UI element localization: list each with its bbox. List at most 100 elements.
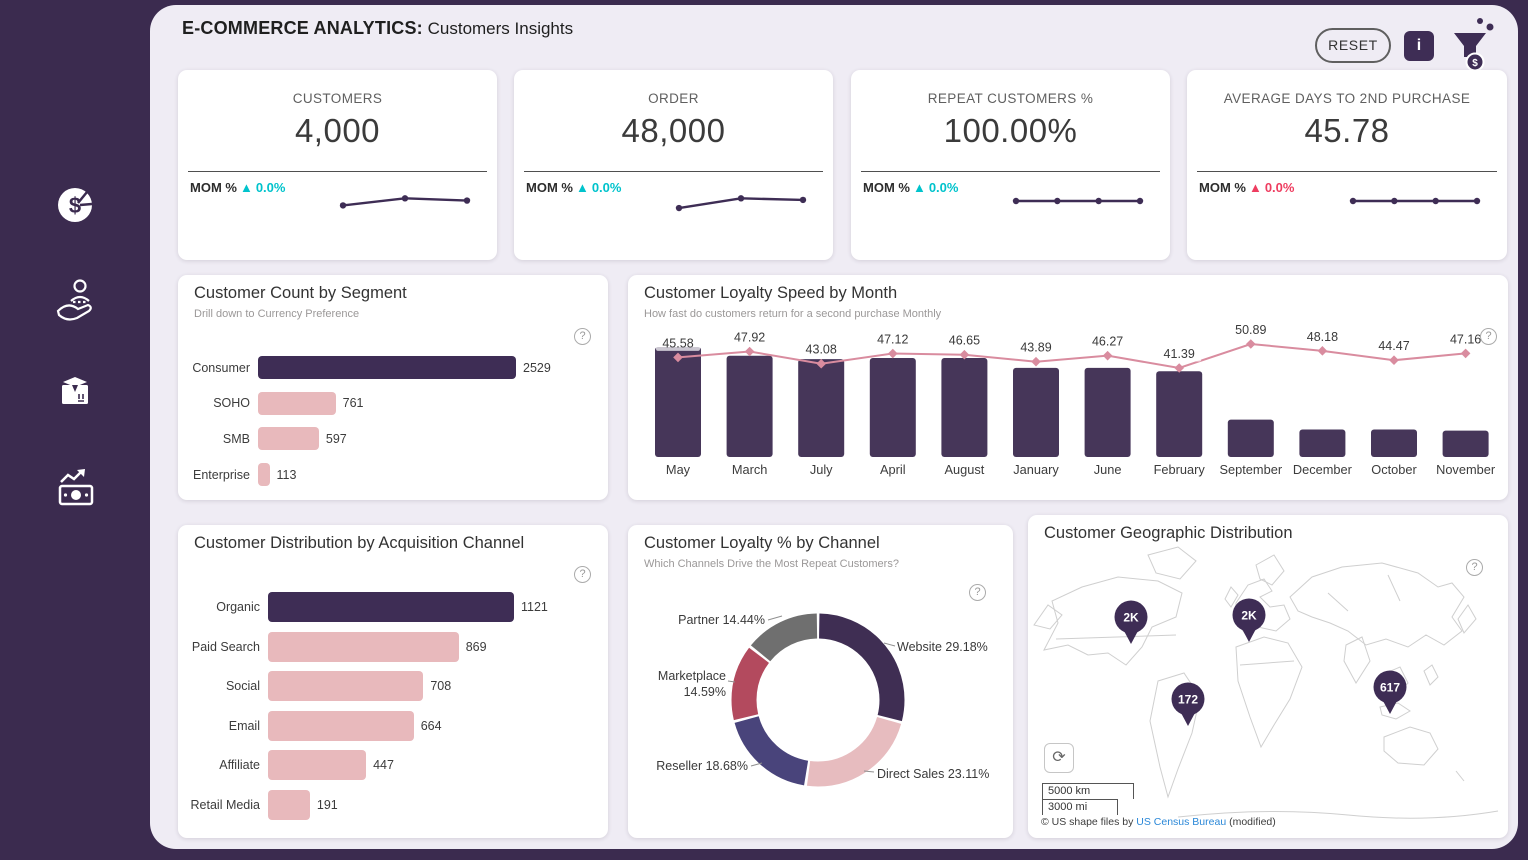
svg-text:48.18: 48.18 <box>1307 330 1338 344</box>
chart-subtitle: Drill down to Currency Preference <box>194 308 360 320</box>
bar[interactable] <box>268 631 459 662</box>
bar[interactable] <box>268 710 414 741</box>
bar[interactable] <box>268 750 367 781</box>
bar[interactable] <box>268 592 514 622</box>
svg-text:May: May <box>666 462 691 477</box>
funnel-filter-icon[interactable]: $ <box>1450 15 1496 72</box>
kpi-value: 100.00% <box>943 112 1078 149</box>
segment-bars[interactable]: Consumer 2529 SOHO 761 SMB 597 Enterprise 113 <box>178 275 608 500</box>
map-pin-europe[interactable]: 2K <box>1232 598 1266 643</box>
kpi-card-orders[interactable]: ORDER 48,000 MOM % ▲ 0.0% <box>514 70 833 260</box>
donut-label-reseller: Reseller 18.68% <box>656 759 748 773</box>
map-pin-north-america[interactable]: 2K <box>1114 600 1148 645</box>
chart-title: Customer Geographic Distribution <box>1044 524 1293 542</box>
kpi-value: 45.78 <box>1304 112 1390 149</box>
donut-label-direct-sales: Direct Sales 23.11% <box>877 767 990 781</box>
kpi-card-avg-days-2nd-purchase[interactable]: AVERAGE DAYS TO 2ND PURCHASE 45.78 MOM %… <box>1187 70 1507 260</box>
svg-text:July: July <box>810 462 833 477</box>
kpi-delta-value: 0.0% <box>591 180 622 195</box>
bar[interactable] <box>258 463 270 487</box>
bar[interactable] <box>258 356 516 379</box>
bar[interactable] <box>258 391 336 415</box>
donut-chart[interactable] <box>628 525 1013 838</box>
page-title: E-COMMERCE ANALYTICS: Customers Insights <box>182 18 573 39</box>
cash-growth-icon[interactable] <box>47 459 103 515</box>
value-label: 447 <box>373 758 394 773</box>
map-scale-km: 5000 km <box>1042 783 1134 799</box>
kpi-title: REPEAT CUSTOMERS % <box>927 91 1094 106</box>
bar[interactable] <box>268 790 310 820</box>
svg-text:April: April <box>880 462 906 477</box>
value-label: 2529 <box>523 360 551 375</box>
package-icon[interactable] <box>47 364 103 420</box>
kpi-delta-value: 0.0% <box>928 180 959 195</box>
bar-row-affiliate[interactable]: Affiliate 447 <box>178 750 608 781</box>
bar-row-enterprise[interactable]: Enterprise 113 <box>178 463 608 487</box>
reset-button[interactable]: RESET <box>1315 28 1391 63</box>
acquisition-chart-card: Customer Distribution by Acquisition Cha… <box>178 525 608 838</box>
kpi-sparkline <box>675 195 807 212</box>
acquisition-bars[interactable]: Organic 1121 Paid Search 869 Social 708 Email 6… <box>178 525 608 838</box>
svg-text:2K: 2K <box>1123 611 1139 625</box>
chart-title: Customer Loyalty Speed by Month <box>644 284 898 302</box>
map-pin-southeast-asia[interactable]: 617 <box>1373 670 1407 715</box>
bar-row-retail-media[interactable]: Retail Media 191 <box>178 790 608 820</box>
help-icon[interactable]: ? <box>969 584 986 601</box>
customer-care-icon[interactable] <box>47 271 103 327</box>
kpi-sparkline <box>339 195 471 209</box>
world-map[interactable]: 2K 2K 172 617 <box>1028 515 1508 838</box>
category-label: Affiliate <box>219 758 260 773</box>
chart-subtitle: How fast do customers return for a secon… <box>644 308 942 320</box>
svg-text:$: $ <box>69 193 81 218</box>
info-button[interactable]: i <box>1404 31 1434 61</box>
category-label: Enterprise <box>193 467 250 482</box>
svg-text:172: 172 <box>1178 693 1198 707</box>
value-label: 1121 <box>521 600 548 614</box>
bar-row-organic[interactable]: Organic 1121 <box>178 592 608 622</box>
bar-row-email[interactable]: Email 664 <box>178 710 608 741</box>
kpi-title: ORDER <box>648 91 699 106</box>
bar-row-smb[interactable]: SMB 597 <box>178 427 608 451</box>
help-icon[interactable]: ? <box>574 328 591 345</box>
category-label: Social <box>225 679 260 694</box>
map-scale-mi: 3000 mi <box>1042 799 1118 815</box>
dollar-coin-icon[interactable]: $ <box>47 177 103 233</box>
map-refresh-button[interactable]: ⟳ <box>1044 743 1074 773</box>
chart-title: Customer Loyalty % by Channel <box>644 534 880 552</box>
help-icon[interactable]: ? <box>1466 559 1483 576</box>
svg-text:September: September <box>1219 462 1282 477</box>
svg-text:41.39: 41.39 <box>1164 347 1195 361</box>
svg-text:47.12: 47.12 <box>877 333 908 347</box>
delta-triangle-icon: ▲ <box>575 180 589 195</box>
donut-label-website: Website 29.18% <box>897 640 988 654</box>
loyalty-speed-combo-chart[interactable]: 45.58 May 47.92 March 43.08 July 47.12 April 46.… <box>628 275 1508 500</box>
category-label: Organic <box>216 600 260 614</box>
bar[interactable] <box>268 671 424 702</box>
map-pin-south-america[interactable]: 172 <box>1171 682 1205 727</box>
kpi-delta-value: 0.0% <box>255 180 286 195</box>
kpi-card-repeat-customers[interactable]: REPEAT CUSTOMERS % 100.00% MOM % ▲ 0.0% <box>851 70 1170 260</box>
page-title-section: Customers Insights <box>427 19 574 38</box>
bar-row-consumer[interactable]: Consumer 2529 <box>178 356 608 379</box>
bar-row-paid-search[interactable]: Paid Search 869 <box>178 631 608 662</box>
dashboard-canvas: E-COMMERCE ANALYTICS: Customers Insights… <box>150 5 1518 849</box>
kpi-card-customers[interactable]: CUSTOMERS 4,000 MOM % ▲ 0.0% <box>178 70 497 260</box>
kpi-mom-row: MOM % ▲ 0.0% <box>1199 180 1295 195</box>
chart-title: Customer Count by Segment <box>194 284 407 302</box>
value-label: 597 <box>325 431 347 446</box>
bar[interactable] <box>258 427 319 451</box>
help-icon[interactable]: ? <box>1480 328 1497 345</box>
svg-text:November: November <box>1436 462 1496 477</box>
kpi-delta-value: 0.0% <box>1264 180 1295 195</box>
segment-chart-card: Customer Count by Segment Drill down to … <box>178 275 608 500</box>
loyalty-channel-donut-card: Customer Loyalty % by Channel Which Chan… <box>628 525 1013 838</box>
help-icon[interactable]: ? <box>574 566 591 583</box>
svg-text:43.89: 43.89 <box>1020 341 1051 355</box>
bar-row-soho[interactable]: SOHO 761 <box>178 391 608 415</box>
kpi-divider <box>1197 171 1497 172</box>
svg-text:August: August <box>944 462 984 477</box>
bar-row-social[interactable]: Social 708 <box>178 671 608 702</box>
census-bureau-link[interactable]: US Census Bureau <box>1136 816 1227 828</box>
kpi-sparkline <box>1349 197 1481 205</box>
